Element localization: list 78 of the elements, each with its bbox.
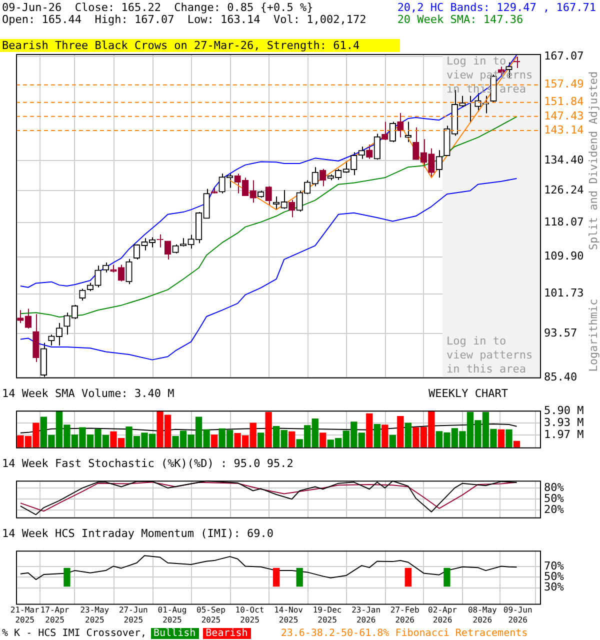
text: Split and Dividend Adjusted — [586, 71, 600, 250]
candlestick — [126, 258, 132, 285]
chart-title: 14 Week Fast Stochastic (%K)(%D) : 95.0 95.2 — [2, 457, 294, 470]
bar — [397, 416, 404, 448]
x-tick-label: 08-May 2026 — [468, 606, 498, 624]
candlestick — [288, 199, 296, 218]
x-tick-label: 10-Oct 2025 — [235, 606, 264, 624]
text: Logarithmic — [586, 298, 600, 372]
bar — [258, 432, 264, 448]
bar — [498, 429, 505, 448]
y-tick-label: 3.93 M — [544, 416, 584, 429]
x-tick-label: 14-Nov 2025 — [274, 606, 304, 624]
bar — [513, 440, 520, 448]
text: 23.6-38.2-50-61.8% Fibonacci Retracements — [280, 628, 528, 640]
candlestick — [296, 190, 303, 212]
ref-line-label: 151.84 — [544, 95, 584, 108]
x-tick-label: 01-Aug 2025 — [158, 606, 187, 624]
bar — [210, 434, 218, 448]
x-tick-label: 23-Jan 2026 — [352, 606, 381, 624]
y-tick-label: 5.90 M — [544, 404, 584, 417]
y-tick-label: 20% — [544, 502, 564, 516]
y-tick-label: 30% — [544, 580, 564, 594]
chart-subtitle: Open: 165.44 High: 167.07 Low: 163.14 Vol: 1,002,172 — [2, 13, 366, 26]
text: Bearish Three Black Crows on 27-Mar-26, Strength: 61.4 — [2, 38, 360, 52]
bar — [506, 429, 512, 448]
y-tick-label: 70% — [544, 559, 564, 572]
bar — [320, 432, 326, 448]
x-tick-label: 17-Apr 2025 — [40, 606, 70, 624]
y-tick-label: 134.40 — [544, 154, 584, 167]
text: WEEKLY CHART — [428, 387, 508, 400]
x-tick-label: 23-May 2025 — [80, 606, 110, 624]
candlestick — [156, 234, 164, 248]
y-tick-label: 118.07 — [544, 215, 584, 228]
ref-line-label: 143.14 — [544, 123, 584, 136]
x-tick-label: 19-Dec 2025 — [312, 606, 342, 624]
bar — [404, 422, 412, 448]
chart-title: 09-Jun-26 Close: 165.22 Change: 0.85 {+0.5 %} — [2, 1, 314, 14]
y-tick-label: 167.07 — [544, 50, 584, 63]
x-tick-label: 27-Feb 2026 — [390, 606, 420, 624]
x-tick-label: 09-Jun 2026 — [503, 606, 532, 624]
bar — [265, 412, 272, 448]
candlestick — [436, 150, 443, 178]
x-tick-label: 05-Sep 2025 — [196, 606, 226, 624]
text: 20 Week SMA: 147.36 — [397, 13, 524, 26]
candlestick — [265, 186, 272, 206]
y-tick-label: 1.97 M — [544, 428, 584, 442]
y-tick-label: 85.40 — [544, 370, 578, 384]
bar — [366, 413, 373, 448]
ref-line-label: 147.43 — [544, 109, 584, 122]
candlestick — [374, 133, 380, 160]
y-tick-label: 101.73 — [544, 286, 584, 300]
text: Bearish — [202, 628, 251, 639]
candlestick — [382, 121, 388, 141]
x-tick-label: 02-Apr 2026 — [428, 606, 458, 624]
bar — [374, 424, 380, 448]
bar — [288, 431, 296, 448]
ref-line-label: 157.49 — [544, 78, 584, 91]
chart-title: 14 Week HCS Intraday Momentum (IMI): 69.0 — [2, 527, 274, 540]
text: 20,2 HC Bands: 129.47 , 167.71 — [397, 1, 596, 14]
y-tick-label: 126.24 — [544, 183, 584, 196]
y-tick-label: 80% — [544, 480, 564, 494]
y-tick-label: 93.57 — [544, 326, 578, 340]
candlestick — [79, 288, 86, 302]
y-tick-label: 109.90 — [544, 250, 584, 263]
x-tick-label: 21-Mar 2025 — [10, 606, 40, 624]
legend-title: % K - HCS IMI Crossover, — [2, 628, 146, 639]
bar — [382, 424, 388, 448]
candlestick — [389, 121, 396, 143]
annotation: Log in to view patterns in this area — [446, 334, 533, 376]
y-tick-label: 50% — [544, 570, 564, 584]
chart-title: 14 Week SMA Volume: 3.40 M — [2, 387, 174, 400]
bar — [389, 434, 396, 448]
text: Bullish — [150, 628, 199, 639]
x-tick-label: 27-Jun 2025 — [118, 606, 148, 624]
y-tick-label: 50% — [544, 492, 564, 505]
candlestick — [102, 262, 110, 273]
candlestick — [164, 240, 172, 260]
candlestick — [397, 112, 404, 138]
